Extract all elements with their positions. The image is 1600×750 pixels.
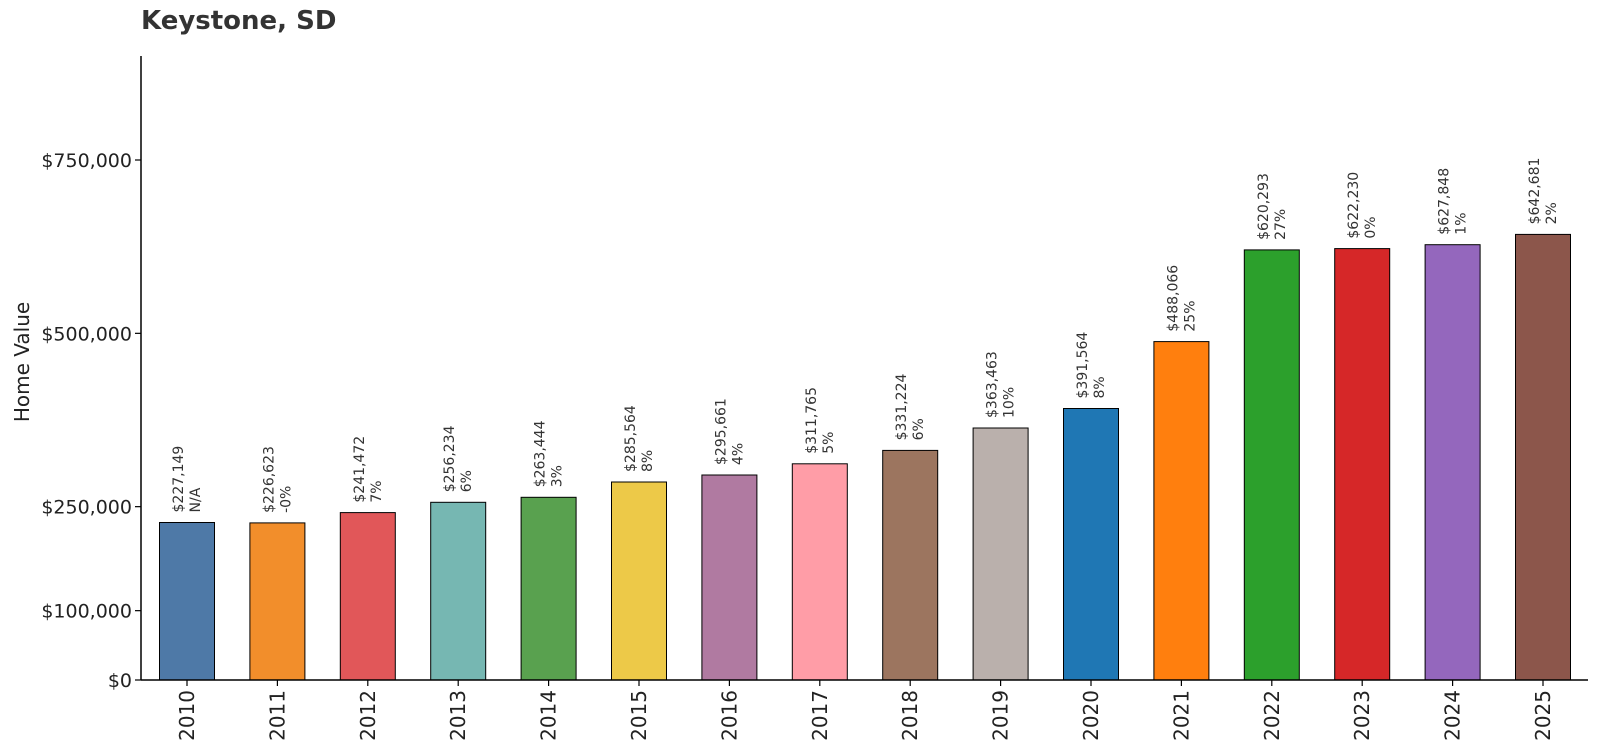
bar-2017	[791, 463, 848, 681]
change-label-2013: 6%	[459, 470, 475, 492]
change-label-2020: 8%	[1092, 376, 1108, 398]
change-label-2021: 25%	[1182, 300, 1198, 331]
change-label-2024: 1%	[1454, 212, 1470, 234]
y-tick-label: $750,000	[41, 150, 132, 172]
y-tick-label: $500,000	[41, 323, 132, 345]
value-label-2021: $488,066	[1165, 265, 1181, 332]
value-label-2016: $295,661	[713, 398, 729, 465]
bar-2012	[339, 512, 396, 681]
value-label-2023: $622,230	[1346, 172, 1362, 239]
y-tick-label: $250,000	[41, 497, 132, 519]
change-label-2014: 3%	[550, 465, 566, 487]
bar-2023	[1334, 248, 1391, 681]
x-tick-label-2017: 2017	[808, 690, 832, 741]
value-label-2022: $620,293	[1256, 173, 1272, 240]
x-tick-label-2020: 2020	[1079, 690, 1103, 741]
y-tick-label: $100,000	[41, 601, 132, 623]
x-tick-label-2014: 2014	[537, 690, 561, 741]
bar-2021	[1153, 341, 1210, 681]
bars-layer	[159, 233, 1571, 681]
bar-2019	[972, 427, 1029, 681]
value-label-2015: $285,564	[623, 405, 639, 472]
value-label-2012: $241,472	[352, 436, 368, 503]
change-label-2018: 6%	[911, 418, 927, 440]
value-label-2020: $391,564	[1075, 332, 1091, 399]
x-tick-label-2019: 2019	[989, 690, 1013, 741]
bar-2016	[701, 474, 758, 681]
x-tick-label-2024: 2024	[1441, 690, 1465, 741]
x-tick-label-2010: 2010	[175, 690, 199, 741]
y-tick-label: $0	[108, 670, 132, 692]
x-tick-label-2016: 2016	[717, 690, 741, 741]
change-label-2025: 2%	[1544, 202, 1560, 224]
value-label-2013: $256,234	[442, 425, 458, 492]
value-label-2025: $642,681	[1527, 158, 1543, 225]
value-label-2024: $627,848	[1437, 168, 1453, 235]
value-label-2011: $226,623	[261, 446, 277, 513]
x-tick-label-2012: 2012	[356, 690, 380, 741]
bar-2020	[1063, 408, 1119, 681]
value-label-2018: $331,224	[894, 374, 910, 441]
change-label-2017: 5%	[821, 432, 837, 454]
value-label-2019: $363,463	[985, 351, 1001, 418]
value-label-2014: $263,444	[533, 420, 549, 487]
bar-2010	[159, 522, 215, 681]
bar-2015	[611, 481, 667, 681]
bar-2018	[882, 449, 939, 681]
axes-layer: 2010 2011 2012 2013 2014 2015 2016 2017 2018 2019…	[41, 56, 1588, 741]
change-label-2011: -0%	[278, 486, 294, 513]
change-label-2010: N/A	[188, 487, 204, 512]
x-tick-label-2015: 2015	[627, 690, 651, 741]
change-label-2022: 27%	[1273, 209, 1289, 240]
bar-2011	[249, 522, 306, 681]
x-tick-label-2018: 2018	[898, 690, 922, 741]
change-label-2015: 8%	[640, 450, 656, 472]
bar-2013	[430, 501, 487, 681]
value-labels-layer: $227,149 N/A $226,623 -0% $241,472 7% $256,234…	[171, 158, 1560, 513]
bar-2014	[520, 496, 577, 681]
y-axis-title: Home Value	[10, 302, 34, 422]
bar-2025	[1515, 233, 1571, 681]
x-tick-label-2025: 2025	[1531, 690, 1555, 741]
bar-2022	[1243, 249, 1300, 681]
change-label-2012: 7%	[369, 480, 385, 502]
chart-title: Keystone, SD	[141, 6, 337, 36]
change-label-2023: 0%	[1363, 216, 1379, 238]
value-label-2017: $311,765	[804, 387, 820, 454]
bar-2024	[1424, 244, 1481, 681]
change-label-2019: 10%	[1002, 387, 1018, 418]
x-tick-label-2013: 2013	[446, 690, 470, 741]
x-tick-label-2021: 2021	[1169, 690, 1193, 741]
x-tick-label-2022: 2022	[1260, 690, 1284, 741]
change-label-2016: 4%	[730, 443, 746, 465]
value-label-2010: $227,149	[171, 446, 187, 513]
x-tick-label-2011: 2011	[265, 690, 289, 741]
x-tick-label-2023: 2023	[1350, 690, 1374, 741]
